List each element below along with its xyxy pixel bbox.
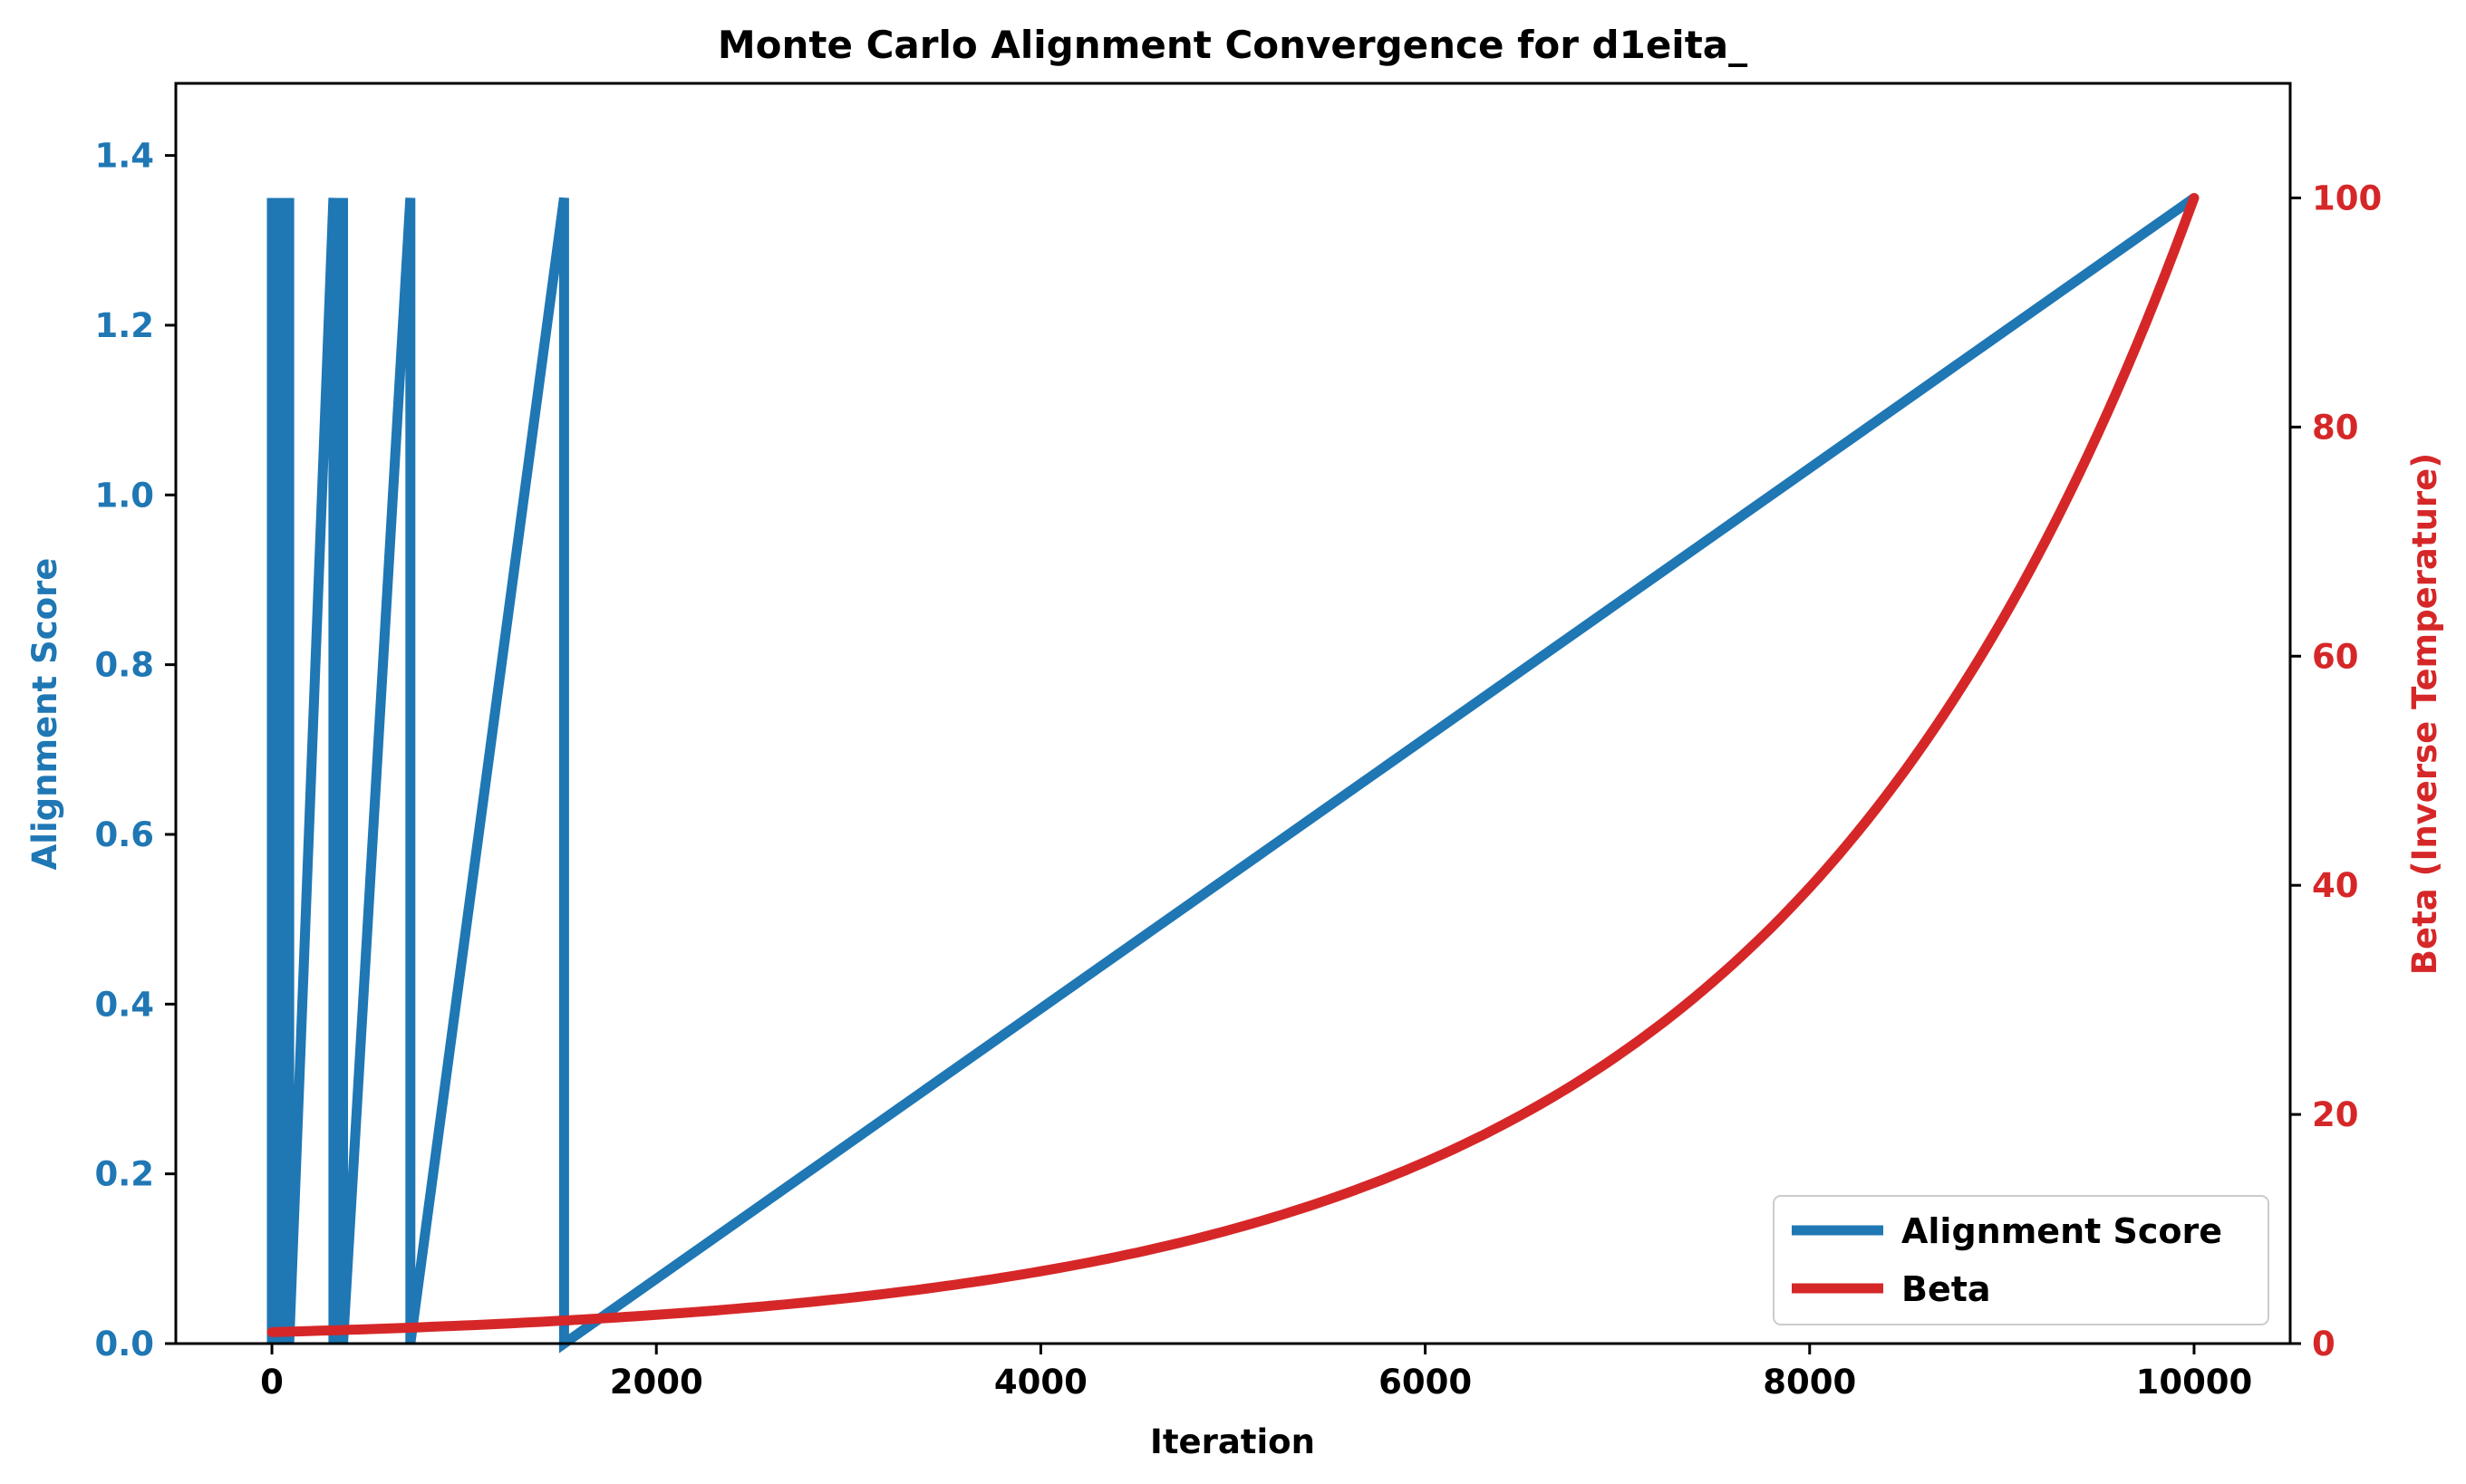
left-tick-label: 1.2 bbox=[94, 306, 154, 345]
right-axis-ticks: 0 20 40 60 80 100 bbox=[2290, 178, 2382, 1364]
right-tick-label: 20 bbox=[2312, 1095, 2359, 1134]
left-tick-label: 1.4 bbox=[94, 137, 154, 176]
legend-box bbox=[1773, 1195, 2269, 1325]
left-tick-label: 1.0 bbox=[94, 476, 154, 515]
plot-area bbox=[266, 193, 2200, 1354]
left-axis-ticks: 0.0 0.2 0.4 0.6 0.8 1.0 1.2 1.4 bbox=[94, 137, 176, 1364]
legend: Alignment Score Beta bbox=[1773, 1195, 2269, 1325]
right-tick-label: 40 bbox=[2312, 866, 2359, 905]
left-tick-label: 0.6 bbox=[94, 815, 154, 854]
right-axis-label: Beta (Inverse Temperature) bbox=[2405, 453, 2444, 975]
x-axis-ticks: 0 2000 4000 6000 8000 10000 bbox=[260, 1344, 2252, 1402]
right-tick-label: 0 bbox=[2312, 1325, 2335, 1364]
beta-line bbox=[266, 193, 2200, 1337]
x-tick-label: 0 bbox=[260, 1363, 284, 1402]
right-tick-label: 80 bbox=[2312, 408, 2359, 447]
x-tick-label: 10000 bbox=[2136, 1363, 2253, 1402]
x-tick-label: 6000 bbox=[1378, 1363, 1472, 1402]
right-tick-label: 60 bbox=[2312, 637, 2359, 676]
left-tick-label: 0.4 bbox=[94, 985, 154, 1024]
beta-series bbox=[266, 193, 2200, 1337]
x-tick-label: 8000 bbox=[1763, 1363, 1856, 1402]
x-axis-label: Iteration bbox=[1150, 1422, 1315, 1461]
legend-alignment-score-label: Alignment Score bbox=[1901, 1211, 2222, 1251]
x-tick-label: 2000 bbox=[610, 1363, 703, 1402]
left-tick-label: 0.8 bbox=[94, 646, 154, 685]
chart-title: Monte Carlo Alignment Convergence for d1… bbox=[718, 23, 1747, 67]
plot-frame bbox=[174, 82, 2292, 1345]
left-tick-label: 0.2 bbox=[94, 1155, 154, 1194]
left-tick-label: 0.0 bbox=[94, 1325, 154, 1364]
legend-beta-label: Beta bbox=[1901, 1269, 1991, 1309]
x-tick-label: 4000 bbox=[994, 1363, 1088, 1402]
left-axis-label: Alignment Score bbox=[25, 558, 64, 871]
right-tick-label: 100 bbox=[2312, 178, 2382, 217]
